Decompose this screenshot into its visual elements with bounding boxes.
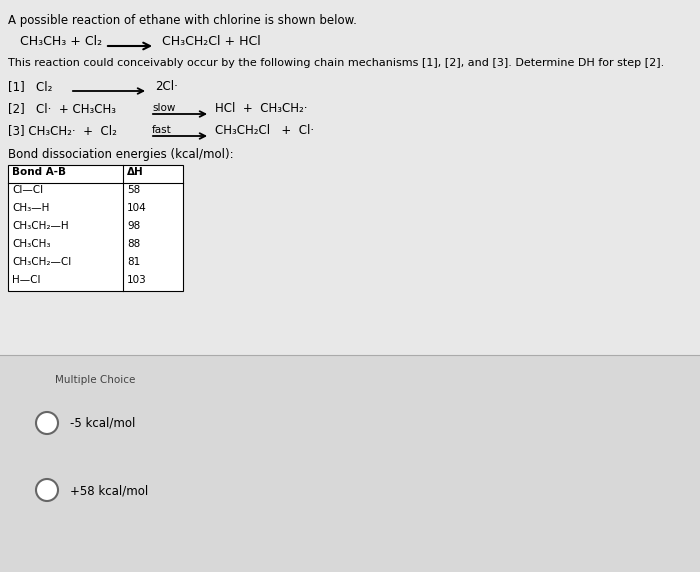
Text: CH₃CH₂Cl   +  Cl·: CH₃CH₂Cl + Cl· (215, 124, 314, 137)
Text: 98: 98 (127, 221, 140, 231)
Text: HCl  +  CH₃CH₂·: HCl + CH₃CH₂· (215, 102, 307, 115)
Text: 104: 104 (127, 203, 147, 213)
Text: CH₃CH₃ + Cl₂: CH₃CH₃ + Cl₂ (20, 35, 102, 48)
Text: CH₃CH₂—H: CH₃CH₂—H (12, 221, 69, 231)
Text: fast: fast (152, 125, 172, 135)
Text: +58 kcal/mol: +58 kcal/mol (70, 484, 148, 497)
Text: Cl—Cl: Cl—Cl (12, 185, 43, 195)
Text: [1]   Cl₂: [1] Cl₂ (8, 80, 52, 93)
Text: 88: 88 (127, 239, 140, 249)
Text: slow: slow (152, 103, 176, 113)
Circle shape (36, 412, 58, 434)
Text: CH₃CH₃: CH₃CH₃ (12, 239, 50, 249)
Text: Bond dissociation energies (kcal/mol):: Bond dissociation energies (kcal/mol): (8, 148, 234, 161)
Bar (8, 165, 183, 291)
Text: 81: 81 (127, 257, 140, 267)
Text: Bond A-B: Bond A-B (12, 167, 66, 177)
Text: -5 kcal/mol: -5 kcal/mol (70, 417, 135, 430)
Text: 103: 103 (127, 275, 147, 285)
Text: CH₃CH₂Cl + HCl: CH₃CH₂Cl + HCl (162, 35, 260, 48)
Text: H—Cl: H—Cl (12, 275, 41, 285)
Text: [2]   Cl·  + CH₃CH₃: [2] Cl· + CH₃CH₃ (8, 102, 116, 115)
Text: This reaction could conceivably occur by the following chain mechanisms [1], [2]: This reaction could conceivably occur by… (8, 58, 664, 68)
Text: CH₃CH₂—Cl: CH₃CH₂—Cl (12, 257, 71, 267)
Text: ΔH: ΔH (127, 167, 144, 177)
Text: Multiple Choice: Multiple Choice (55, 375, 135, 385)
Text: A possible reaction of ethane with chlorine is shown below.: A possible reaction of ethane with chlor… (8, 14, 357, 27)
Text: CH₃—H: CH₃—H (12, 203, 50, 213)
Text: 58: 58 (127, 185, 140, 195)
Bar (0, 355, 700, 572)
Circle shape (36, 479, 58, 501)
Text: 2Cl·: 2Cl· (155, 80, 178, 93)
Text: [3] CH₃CH₂·  +  Cl₂: [3] CH₃CH₂· + Cl₂ (8, 124, 117, 137)
